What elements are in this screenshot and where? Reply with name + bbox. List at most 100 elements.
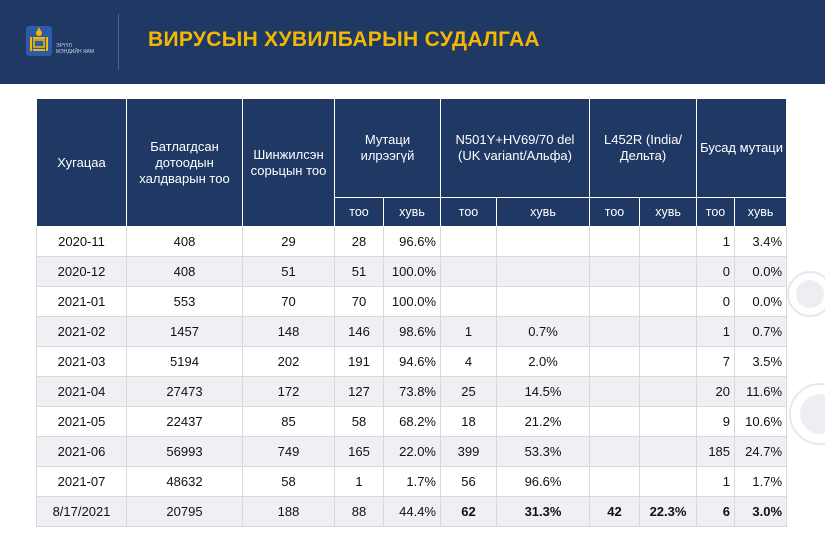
cell-alpha-count: 56 <box>440 466 497 497</box>
cell-confirmed: 48632 <box>126 466 243 497</box>
cell-no-mutation-count: 146 <box>334 316 384 347</box>
cell-period: 2021-06 <box>36 436 127 467</box>
cell-delta-pct <box>639 346 698 377</box>
cell-confirmed: 56993 <box>126 436 243 467</box>
subheader-pct: хувь <box>734 197 788 227</box>
cell-delta-pct <box>639 286 698 317</box>
table-row: 2020-11 408 29 28 96.6% 1 3.4% <box>36 226 788 257</box>
header-delta: L452R (India/Дельта) <box>589 98 698 198</box>
cell-no-mutation-count: 58 <box>334 406 384 437</box>
cell-no-mutation-pct: 73.8% <box>383 376 441 407</box>
subheader-pct: хувь <box>383 197 441 227</box>
cell-alpha-count <box>440 256 497 287</box>
cell-confirmed: 27473 <box>126 376 243 407</box>
cell-other-count: 9 <box>696 406 736 437</box>
header-no-mutation: Мутаци илрээгүй <box>334 98 441 198</box>
cell-other-count: 0 <box>696 256 736 287</box>
cell-confirmed: 5194 <box>126 346 243 377</box>
cell-delta-count <box>589 466 641 497</box>
cell-period: 2020-11 <box>36 226 127 257</box>
cell-delta-count: 42 <box>589 496 641 527</box>
cell-alpha-pct: 31.3% <box>495 496 591 527</box>
cell-other-count: 20 <box>696 376 736 407</box>
cell-tested: 29 <box>242 226 335 257</box>
cell-no-mutation-pct: 100.0% <box>383 256 441 287</box>
cell-confirmed: 22437 <box>126 406 243 437</box>
cell-other-pct: 1.7% <box>734 466 788 497</box>
cell-delta-count <box>589 346 641 377</box>
table-row: 2021-05 22437 85 58 68.2% 18 21.2% 9 10.… <box>36 406 788 437</box>
cell-alpha-pct: 53.3% <box>495 436 591 467</box>
cell-period: 2021-04 <box>36 376 127 407</box>
cell-delta-count <box>589 376 641 407</box>
cell-other-pct: 11.6% <box>734 376 788 407</box>
cell-no-mutation-count: 88 <box>334 496 384 527</box>
table-row: 2021-04 27473 172 127 73.8% 25 14.5% 20 … <box>36 376 788 407</box>
cell-tested: 85 <box>242 406 335 437</box>
cell-period: 2021-05 <box>36 406 127 437</box>
cell-alpha-pct: 96.6% <box>495 466 591 497</box>
cell-delta-pct <box>639 226 698 257</box>
cell-confirmed: 553 <box>126 286 243 317</box>
table-row: 2020-12 408 51 51 100.0% 0 0.0% <box>36 256 788 287</box>
cell-other-count: 1 <box>696 466 736 497</box>
cell-delta-count <box>589 436 641 467</box>
table-row: 2021-02 1457 148 146 98.6% 1 0.7% 1 0.7% <box>36 316 788 347</box>
cell-other-pct: 0.0% <box>734 256 788 287</box>
subheader-pct: хувь <box>639 197 698 227</box>
cell-confirmed: 20795 <box>126 496 243 527</box>
subheader-count: тоо <box>696 197 736 227</box>
cell-other-count: 7 <box>696 346 736 377</box>
cell-other-count: 185 <box>696 436 736 467</box>
cell-alpha-count <box>440 226 497 257</box>
cell-other-count: 6 <box>696 496 736 527</box>
cell-period: 8/17/2021 <box>36 496 127 527</box>
cell-delta-pct <box>639 406 698 437</box>
cell-delta-pct <box>639 316 698 347</box>
cell-alpha-count: 62 <box>440 496 497 527</box>
table-row: 8/17/2021 20795 188 88 44.4% 62 31.3% 42… <box>36 496 788 527</box>
cell-no-mutation-pct: 22.0% <box>383 436 441 467</box>
cell-tested: 202 <box>242 346 335 377</box>
cell-no-mutation-pct: 96.6% <box>383 226 441 257</box>
cell-alpha-count: 25 <box>440 376 497 407</box>
cell-period: 2021-07 <box>36 466 127 497</box>
soyombo-emblem-icon <box>26 26 52 56</box>
cell-tested: 70 <box>242 286 335 317</box>
cell-other-pct: 3.5% <box>734 346 788 377</box>
cell-period: 2020-12 <box>36 256 127 287</box>
cell-period: 2021-02 <box>36 316 127 347</box>
cell-alpha-pct <box>495 286 591 317</box>
cell-no-mutation-count: 127 <box>334 376 384 407</box>
virus-decoration-icon <box>787 271 825 445</box>
cell-period: 2021-03 <box>36 346 127 377</box>
cell-tested: 58 <box>242 466 335 497</box>
table-row: 2021-06 56993 749 165 22.0% 399 53.3% 18… <box>36 436 788 467</box>
cell-delta-count <box>589 256 641 287</box>
cell-other-pct: 3.4% <box>734 226 788 257</box>
cell-confirmed: 1457 <box>126 316 243 347</box>
cell-no-mutation-pct: 100.0% <box>383 286 441 317</box>
header-tested: Шинжилсэн сорьцын тоо <box>242 98 335 227</box>
cell-no-mutation-pct: 68.2% <box>383 406 441 437</box>
cell-alpha-count: 399 <box>440 436 497 467</box>
cell-no-mutation-count: 191 <box>334 346 384 377</box>
cell-delta-pct <box>639 466 698 497</box>
header-other: Бусад мутаци <box>696 98 788 198</box>
header-period: Хугацаа <box>36 98 127 227</box>
page-title: ВИРУСЫН ХУВИЛБАРЫН СУДАЛГАА <box>148 28 540 51</box>
cell-alpha-pct: 2.0% <box>495 346 591 377</box>
cell-other-count: 0 <box>696 286 736 317</box>
cell-delta-count <box>589 316 641 347</box>
cell-other-pct: 3.0% <box>734 496 788 527</box>
cell-alpha-count: 4 <box>440 346 497 377</box>
cell-delta-count <box>589 286 641 317</box>
subheader-pct: хувь <box>495 197 591 227</box>
cell-no-mutation-pct: 44.4% <box>383 496 441 527</box>
subheader-count: тоо <box>440 197 497 227</box>
subheader-count: тоо <box>334 197 384 227</box>
cell-delta-pct <box>639 256 698 287</box>
cell-alpha-pct <box>495 226 591 257</box>
cell-no-mutation-pct: 98.6% <box>383 316 441 347</box>
cell-alpha-pct: 0.7% <box>495 316 591 347</box>
